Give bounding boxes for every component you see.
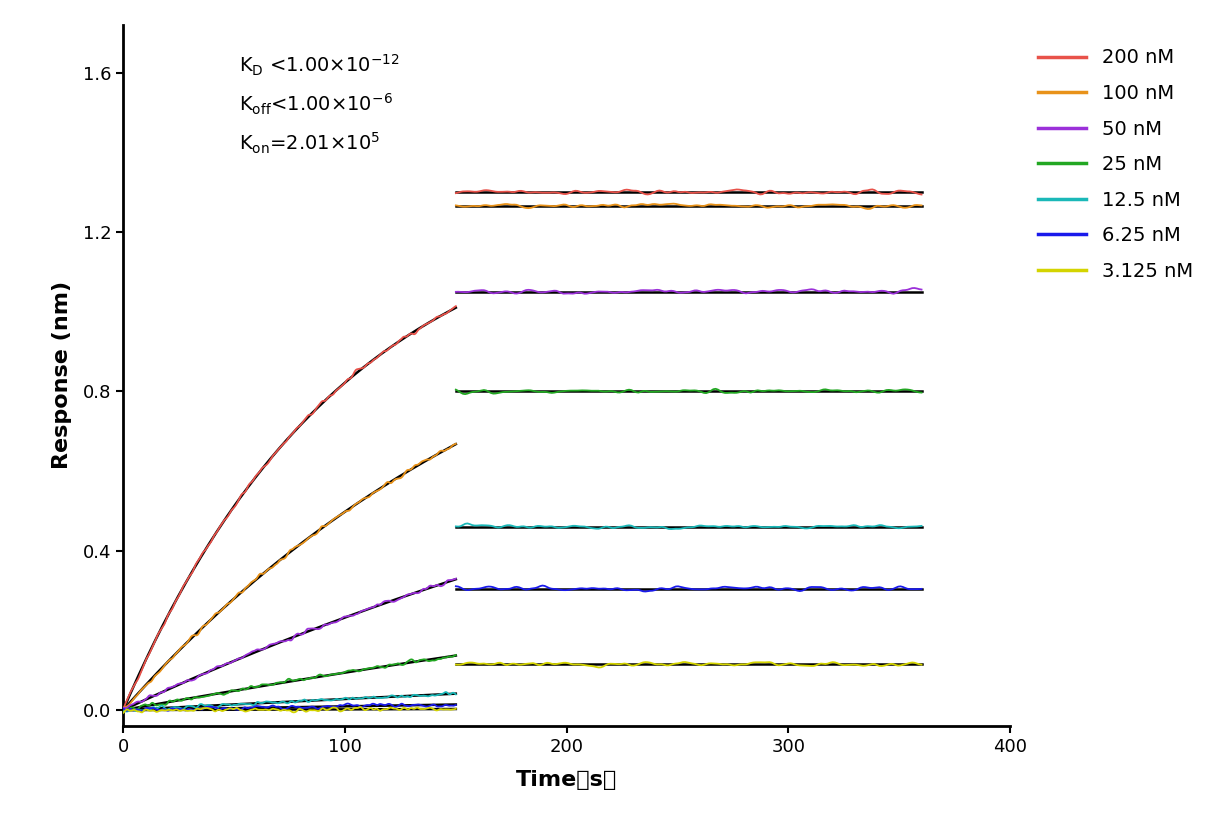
Legend: 200 nM, 100 nM, 50 nM, 25 nM, 12.5 nM, 6.25 nM, 3.125 nM: 200 nM, 100 nM, 50 nM, 25 nM, 12.5 nM, 6… <box>1037 49 1193 280</box>
X-axis label: Time（s）: Time（s） <box>516 770 617 790</box>
Text: K$_\mathregular{D}$ <1.00×10$^{\mathregular{-12}}$
K$_\mathregular{off}$<1.00×10: K$_\mathregular{D}$ <1.00×10$^{\mathregu… <box>239 53 399 156</box>
Y-axis label: Response (nm): Response (nm) <box>52 281 71 469</box>
